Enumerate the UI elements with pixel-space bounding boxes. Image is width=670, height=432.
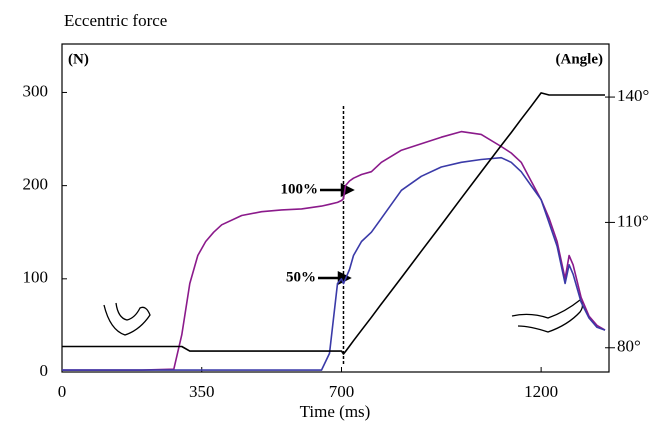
y-tick-label: 0 (40, 361, 49, 380)
x-tick-label: 350 (189, 382, 215, 401)
series-line (62, 156, 606, 371)
x-tick-label: 700 (329, 382, 355, 401)
y2-tick-label: 110° (617, 211, 649, 230)
series-line (62, 92, 605, 355)
annotation: 50% (286, 269, 316, 285)
y-tick-label: 200 (23, 175, 49, 194)
x-tick-label: 1200 (524, 382, 558, 401)
y-axis-label: (N) (68, 51, 89, 67)
y2-axis-label: (Angle) (556, 51, 604, 67)
x-tick-label: 0 (58, 382, 67, 401)
plot-frame (61, 43, 610, 373)
arm-icon-extended (511, 299, 584, 333)
arrows (318, 182, 355, 286)
x-axis-label: Time (ms) (300, 402, 371, 421)
arm-shape (511, 299, 584, 333)
arm-icon-bent (103, 302, 151, 336)
y2-tick-label: 140° (617, 86, 649, 105)
y2-tick-label: 80° (617, 337, 641, 356)
arm-shape (103, 302, 151, 336)
y-tick-label: 300 (23, 81, 49, 100)
series-line (62, 130, 606, 371)
annotation: 100% (281, 181, 319, 197)
y-tick-label: 100 (23, 268, 49, 287)
chart-title: Eccentric force (64, 11, 167, 30)
